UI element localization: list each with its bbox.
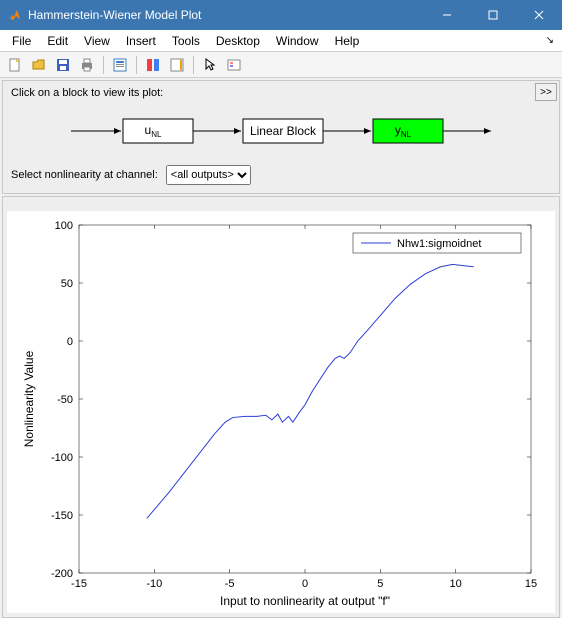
titlebar: Hammerstein-Wiener Model Plot <box>0 0 562 30</box>
svg-text:-50: -50 <box>57 394 73 406</box>
panel-instruction: Click on a block to view its plot: <box>11 87 551 99</box>
svg-text:Linear Block: Linear Block <box>250 124 317 138</box>
print-icon[interactable] <box>76 54 98 76</box>
plot-area[interactable]: -15-10-5051015-200-150-100-50050100Input… <box>7 211 555 613</box>
matlab-logo-icon <box>6 7 22 23</box>
svg-text:5: 5 <box>377 578 383 590</box>
channel-select-row: Select nonlinearity at channel: <all out… <box>11 165 551 185</box>
svg-text:100: 100 <box>55 220 73 232</box>
insert-legend-icon[interactable] <box>223 54 245 76</box>
menu-desktop[interactable]: Desktop <box>208 32 268 50</box>
svg-text:50: 50 <box>61 278 73 290</box>
toolbar <box>0 52 562 78</box>
chart-svg: -15-10-5051015-200-150-100-50050100Input… <box>7 211 547 613</box>
svg-text:0: 0 <box>67 336 73 348</box>
svg-text:Nonlinearity Value: Nonlinearity Value <box>22 350 36 447</box>
svg-text:-15: -15 <box>71 578 87 590</box>
print-preview-icon[interactable] <box>109 54 131 76</box>
menu-window[interactable]: Window <box>268 32 327 50</box>
open-icon[interactable] <box>28 54 50 76</box>
new-figure-icon[interactable] <box>4 54 26 76</box>
pointer-icon[interactable] <box>199 54 221 76</box>
save-icon[interactable] <box>52 54 74 76</box>
insert-colorbar-icon[interactable] <box>166 54 188 76</box>
menu-insert[interactable]: Insert <box>118 32 164 50</box>
menu-edit[interactable]: Edit <box>39 32 76 50</box>
minimize-button[interactable] <box>424 0 470 30</box>
channel-select[interactable]: <all outputs> <box>166 165 251 185</box>
svg-text:-200: -200 <box>51 568 73 580</box>
maximize-button[interactable] <box>470 0 516 30</box>
svg-text:10: 10 <box>450 578 462 590</box>
expand-panel-button[interactable]: >> <box>535 83 557 101</box>
plot-panel: -15-10-5051015-200-150-100-50050100Input… <box>2 196 560 618</box>
menu-corner-icon[interactable]: ↘ <box>542 35 558 46</box>
menu-tools[interactable]: Tools <box>164 32 208 50</box>
block-panel: >> Click on a block to view its plot: uN… <box>2 80 560 194</box>
block-diagram: uNL Linear Block yNL <box>11 107 551 155</box>
svg-text:-100: -100 <box>51 452 73 464</box>
link-plot-icon[interactable] <box>142 54 164 76</box>
svg-text:15: 15 <box>525 578 537 590</box>
menu-help[interactable]: Help <box>327 32 368 50</box>
menubar: File Edit View Insert Tools Desktop Wind… <box>0 30 562 52</box>
menu-view[interactable]: View <box>76 32 118 50</box>
svg-text:-10: -10 <box>146 578 162 590</box>
channel-select-label: Select nonlinearity at channel: <box>11 169 158 181</box>
window-title: Hammerstein-Wiener Model Plot <box>28 8 424 22</box>
block-diagram-svg: uNL Linear Block yNL <box>61 111 501 151</box>
svg-text:-5: -5 <box>225 578 235 590</box>
close-button[interactable] <box>516 0 562 30</box>
svg-text:Nhw1:sigmoidnet: Nhw1:sigmoidnet <box>397 238 481 250</box>
svg-text:Input to nonlinearity at outpu: Input to nonlinearity at output "f" <box>220 594 390 608</box>
svg-text:-150: -150 <box>51 510 73 522</box>
svg-text:0: 0 <box>302 578 308 590</box>
menu-file[interactable]: File <box>4 32 39 50</box>
